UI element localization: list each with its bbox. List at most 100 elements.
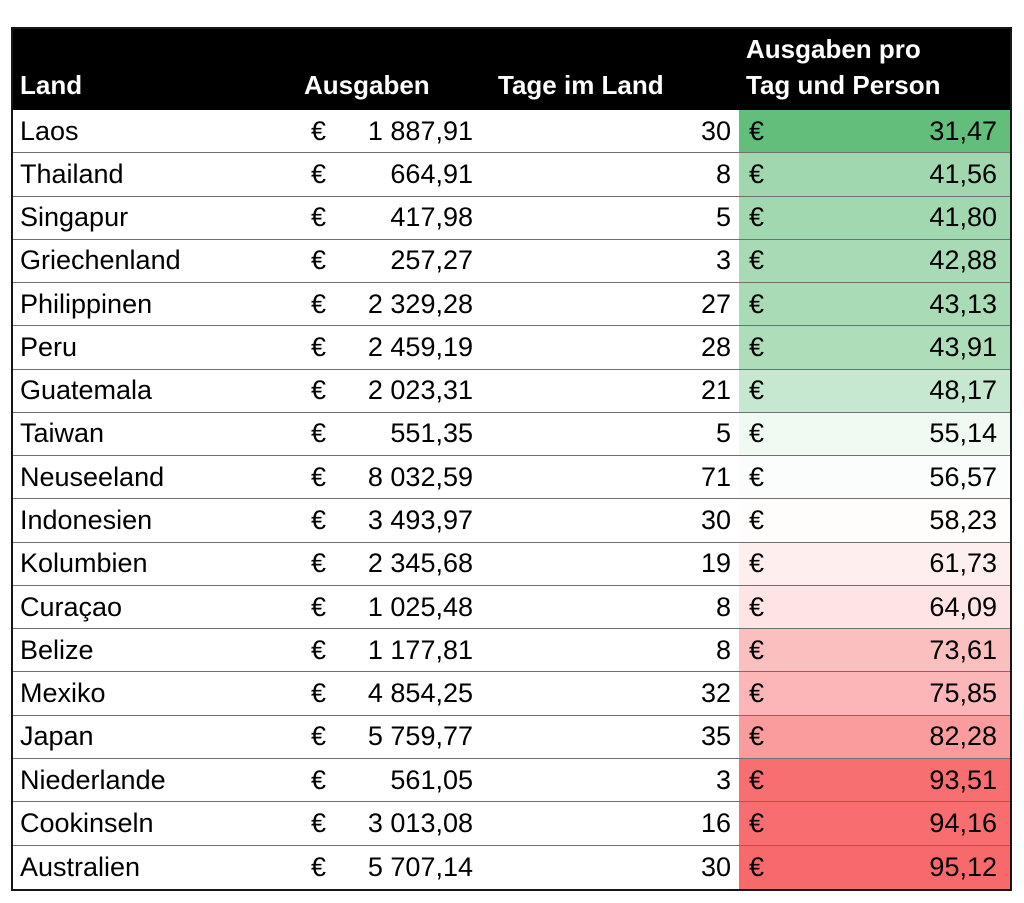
cell-ausgaben-pro-tag[interactable]: € 95,12 (739, 845, 1010, 889)
cell-ausgaben[interactable]: € 2 345,68 (297, 543, 491, 585)
cell-ausgaben-pro-tag[interactable]: € 73,61 (739, 629, 1010, 672)
tage-value: 19 (700, 548, 731, 579)
cell-ausgaben[interactable]: € 257,27 (297, 240, 491, 282)
cell-ausgaben-pro-tag[interactable]: € 42,88 (739, 239, 1010, 283)
cell-ausgaben-pro-tag[interactable]: € 56,57 (739, 456, 1010, 499)
cell-land[interactable]: Thailand (13, 153, 297, 195)
cell-land[interactable]: Cookinseln (13, 802, 297, 844)
cell-ausgaben[interactable]: € 1 887,91 (297, 110, 491, 152)
cell-ausgaben-pro-tag[interactable]: € 94,16 (739, 802, 1010, 845)
cell-ausgaben[interactable]: € 664,91 (297, 153, 491, 195)
tage-value: 28 (700, 331, 731, 362)
cell-ausgaben-pro-tag[interactable]: € 48,17 (739, 369, 1010, 412)
cell-land[interactable]: Indonesien (13, 499, 297, 541)
cell-land[interactable]: Neuseeland (13, 456, 297, 498)
cell-ausgaben-pro-tag[interactable]: € 93,51 (739, 758, 1010, 802)
column-header-land[interactable]: Land (13, 29, 297, 110)
column-header-ausgaben[interactable]: Ausgaben (297, 29, 491, 110)
table-row: Mexiko € 4 854,25 32 € 75,85 (13, 672, 1010, 716)
euro-currency-symbol: € (311, 807, 327, 838)
country-name: Laos (20, 115, 79, 146)
cell-ausgaben-pro-tag[interactable]: € 41,80 (739, 196, 1010, 239)
cell-tage-im-land[interactable]: 30 (491, 846, 739, 889)
cell-land[interactable]: Peru (13, 326, 297, 368)
column-header-ausgaben-pro-tag[interactable]: Ausgaben pro Tag und Person (739, 29, 1010, 110)
cell-ausgaben[interactable]: € 5 759,77 (297, 716, 491, 758)
cell-tage-im-land[interactable]: 8 (491, 629, 739, 671)
euro-currency-symbol: € (749, 851, 765, 882)
cell-tage-im-land[interactable]: 35 (491, 716, 739, 758)
cell-ausgaben[interactable]: € 3 493,97 (297, 499, 491, 541)
cell-ausgaben-pro-tag[interactable]: € 61,73 (739, 542, 1010, 585)
cell-tage-im-land[interactable]: 71 (491, 456, 739, 498)
cell-tage-im-land[interactable]: 8 (491, 586, 739, 628)
cell-land[interactable]: Griechenland (13, 240, 297, 282)
cell-ausgaben-pro-tag[interactable]: € 55,14 (739, 412, 1010, 456)
country-name: Cookinseln (20, 807, 154, 838)
cell-ausgaben[interactable]: € 8 032,59 (297, 456, 491, 498)
cell-ausgaben[interactable]: € 551,35 (297, 413, 491, 455)
pro-tag-value: 48,17 (929, 375, 997, 406)
cell-ausgaben[interactable]: € 5 707,14 (297, 846, 491, 889)
cell-tage-im-land[interactable]: 21 (491, 370, 739, 412)
cell-land[interactable]: Niederlande (13, 759, 297, 801)
column-header-tage-im-land[interactable]: Tage im Land (491, 29, 739, 110)
cell-ausgaben[interactable]: € 2 329,28 (297, 283, 491, 325)
cell-ausgaben-pro-tag[interactable]: € 82,28 (739, 715, 1010, 758)
cell-land[interactable]: Taiwan (13, 413, 297, 455)
cell-tage-im-land[interactable]: 19 (491, 543, 739, 585)
cell-ausgaben-pro-tag[interactable]: € 31,47 (739, 110, 1010, 153)
ausgaben-value: 3 493,97 (367, 505, 473, 536)
cell-tage-im-land[interactable]: 16 (491, 802, 739, 844)
ausgaben-value: 551,35 (390, 418, 473, 449)
cell-land[interactable]: Guatemala (13, 370, 297, 412)
cell-tage-im-land[interactable]: 32 (491, 672, 739, 714)
pro-tag-value: 94,16 (929, 807, 997, 838)
table-row: Indonesien € 3 493,97 30 € 58,23 (13, 499, 1010, 543)
cell-ausgaben[interactable]: € 3 013,08 (297, 802, 491, 844)
cell-ausgaben[interactable]: € 4 854,25 (297, 672, 491, 714)
cell-ausgaben[interactable]: € 2 459,19 (297, 326, 491, 368)
cell-ausgaben[interactable]: € 1 177,81 (297, 629, 491, 671)
cell-ausgaben-pro-tag[interactable]: € 43,91 (739, 326, 1010, 369)
cell-ausgaben-pro-tag[interactable]: € 64,09 (739, 585, 1010, 629)
euro-currency-symbol: € (311, 548, 327, 579)
cell-tage-im-land[interactable]: 27 (491, 283, 739, 325)
ausgaben-value: 1 025,48 (367, 591, 473, 622)
cell-tage-im-land[interactable]: 5 (491, 197, 739, 239)
cell-ausgaben[interactable]: € 561,05 (297, 759, 491, 801)
cell-tage-im-land[interactable]: 30 (491, 499, 739, 541)
ausgaben-value: 257,27 (390, 245, 473, 276)
cell-land[interactable]: Mexiko (13, 672, 297, 714)
column-header-ausgaben-label: Ausgaben (304, 70, 430, 100)
cell-ausgaben[interactable]: € 417,98 (297, 197, 491, 239)
cell-land[interactable]: Singapur (13, 197, 297, 239)
cell-land[interactable]: Kolumbien (13, 543, 297, 585)
cell-tage-im-land[interactable]: 3 (491, 759, 739, 801)
country-name: Taiwan (20, 418, 105, 449)
cell-ausgaben-pro-tag[interactable]: € 41,56 (739, 153, 1010, 196)
cell-land[interactable]: Japan (13, 716, 297, 758)
ausgaben-value: 2 023,31 (367, 375, 473, 406)
pro-tag-value: 56,57 (929, 461, 997, 492)
cell-ausgaben[interactable]: € 2 023,31 (297, 370, 491, 412)
cell-tage-im-land[interactable]: 5 (491, 413, 739, 455)
cell-tage-im-land[interactable]: 3 (491, 240, 739, 282)
cell-ausgaben-pro-tag[interactable]: € 43,13 (739, 283, 1010, 326)
cell-ausgaben-pro-tag[interactable]: € 58,23 (739, 499, 1010, 542)
cell-land[interactable]: Philippinen (13, 283, 297, 325)
cell-ausgaben-pro-tag[interactable]: € 75,85 (739, 672, 1010, 715)
cell-tage-im-land[interactable]: 28 (491, 326, 739, 368)
cell-land[interactable]: Curaçao (13, 586, 297, 628)
euro-currency-symbol: € (311, 202, 327, 233)
cell-land[interactable]: Laos (13, 110, 297, 152)
cell-ausgaben[interactable]: € 1 025,48 (297, 586, 491, 628)
cell-land[interactable]: Belize (13, 629, 297, 671)
cell-tage-im-land[interactable]: 8 (491, 153, 739, 195)
table-row: Guatemala € 2 023,31 21 € 48,17 (13, 369, 1010, 413)
table-row: Neuseeland € 8 032,59 71 € 56,57 (13, 456, 1010, 500)
tage-value: 8 (715, 591, 731, 622)
ausgaben-value: 417,98 (390, 202, 473, 233)
cell-land[interactable]: Australien (13, 846, 297, 889)
cell-tage-im-land[interactable]: 30 (491, 110, 739, 152)
